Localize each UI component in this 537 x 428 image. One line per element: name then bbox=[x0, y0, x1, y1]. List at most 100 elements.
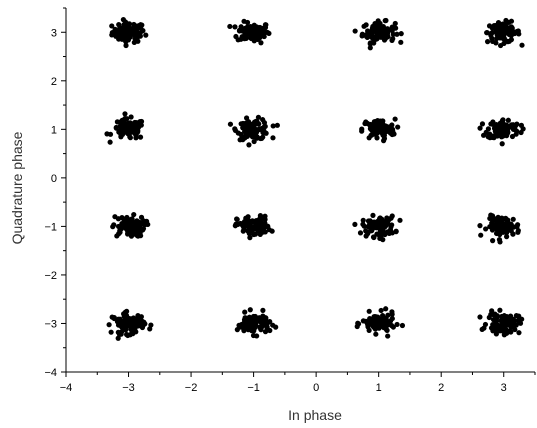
data-point bbox=[389, 311, 395, 317]
data-point bbox=[380, 320, 386, 327]
data-point bbox=[117, 123, 123, 129]
data-point bbox=[376, 216, 383, 222]
data-point bbox=[115, 223, 122, 230]
data-point bbox=[365, 223, 371, 230]
data-point bbox=[108, 329, 114, 335]
data-point bbox=[262, 319, 268, 325]
data-point bbox=[254, 29, 260, 36]
data-point bbox=[118, 323, 124, 329]
data-point bbox=[387, 318, 394, 324]
data-point bbox=[516, 313, 522, 319]
data-point bbox=[495, 322, 502, 329]
data-point bbox=[376, 325, 382, 331]
data-point bbox=[388, 215, 394, 221]
data-point bbox=[247, 235, 253, 241]
data-point bbox=[233, 33, 239, 40]
constellation-cluster bbox=[104, 111, 145, 145]
data-point bbox=[393, 229, 399, 235]
data-point bbox=[128, 114, 134, 120]
data-points bbox=[104, 17, 526, 341]
data-point bbox=[367, 319, 373, 325]
data-point bbox=[501, 121, 507, 127]
data-point bbox=[377, 235, 383, 242]
data-point bbox=[490, 238, 496, 244]
data-point bbox=[128, 25, 134, 32]
data-point bbox=[255, 114, 262, 120]
x-tick-label: 0 bbox=[313, 382, 319, 394]
data-point bbox=[135, 318, 142, 324]
data-point bbox=[355, 320, 361, 326]
data-point bbox=[130, 322, 136, 328]
data-point bbox=[384, 30, 390, 36]
data-point bbox=[360, 217, 366, 223]
data-point bbox=[270, 322, 276, 328]
data-point bbox=[274, 122, 280, 128]
data-point bbox=[250, 226, 256, 232]
data-point bbox=[243, 115, 250, 121]
data-point bbox=[485, 134, 491, 140]
data-point bbox=[232, 126, 238, 132]
data-point bbox=[373, 331, 379, 337]
data-point bbox=[125, 21, 131, 27]
data-point bbox=[123, 42, 129, 49]
data-point bbox=[483, 226, 489, 232]
data-point bbox=[235, 130, 241, 136]
data-point bbox=[389, 37, 395, 43]
data-point bbox=[500, 117, 506, 123]
data-point bbox=[122, 35, 128, 42]
data-point bbox=[131, 328, 137, 334]
data-point bbox=[258, 40, 264, 46]
data-point bbox=[367, 45, 373, 51]
data-point bbox=[392, 116, 398, 122]
data-point bbox=[106, 322, 112, 328]
data-point bbox=[110, 224, 116, 230]
data-point bbox=[363, 233, 369, 239]
data-point bbox=[257, 135, 264, 142]
constellation-cluster bbox=[227, 18, 272, 46]
data-point bbox=[254, 333, 260, 339]
data-point bbox=[120, 318, 127, 325]
data-point bbox=[370, 234, 377, 240]
data-point bbox=[132, 119, 138, 126]
data-point bbox=[260, 307, 266, 313]
data-point bbox=[137, 230, 143, 236]
data-point bbox=[502, 24, 508, 30]
data-point bbox=[241, 18, 247, 24]
data-point bbox=[379, 119, 385, 126]
data-point bbox=[399, 322, 406, 329]
data-point bbox=[509, 133, 516, 140]
data-point bbox=[514, 121, 520, 127]
data-point bbox=[496, 28, 502, 34]
data-point bbox=[488, 32, 494, 38]
data-point bbox=[366, 308, 372, 314]
data-point bbox=[144, 218, 150, 224]
data-point bbox=[138, 314, 144, 320]
data-point bbox=[486, 314, 492, 321]
data-point bbox=[133, 29, 139, 35]
data-point bbox=[249, 328, 255, 334]
data-point bbox=[257, 324, 263, 330]
data-point bbox=[477, 223, 483, 229]
data-point bbox=[127, 135, 133, 141]
data-point bbox=[372, 36, 379, 43]
y-tick-label: 0 bbox=[51, 173, 57, 185]
constellation-cluster bbox=[234, 307, 279, 339]
data-point bbox=[497, 22, 504, 28]
constellation-cluster bbox=[354, 306, 406, 339]
data-point bbox=[378, 307, 384, 314]
data-point bbox=[489, 227, 496, 233]
data-point bbox=[503, 226, 509, 232]
data-point bbox=[245, 125, 251, 131]
y-tick-label: −4 bbox=[44, 367, 57, 379]
data-point bbox=[389, 122, 395, 128]
data-point bbox=[504, 234, 510, 240]
data-point bbox=[227, 121, 234, 127]
data-point bbox=[362, 120, 368, 127]
data-point bbox=[114, 119, 120, 125]
data-point bbox=[256, 121, 262, 127]
data-point bbox=[388, 224, 394, 230]
data-point bbox=[116, 331, 123, 338]
constellation-cluster bbox=[110, 211, 151, 239]
data-point bbox=[247, 307, 253, 313]
